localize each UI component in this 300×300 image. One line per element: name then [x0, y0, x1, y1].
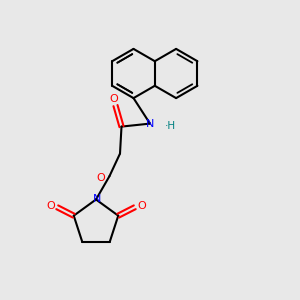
Text: O: O: [97, 172, 106, 183]
Text: O: O: [137, 201, 146, 211]
Text: N: N: [92, 194, 101, 204]
Text: N: N: [146, 119, 154, 129]
Text: O: O: [46, 201, 55, 211]
Text: ·H: ·H: [164, 121, 175, 131]
Text: O: O: [110, 94, 118, 104]
